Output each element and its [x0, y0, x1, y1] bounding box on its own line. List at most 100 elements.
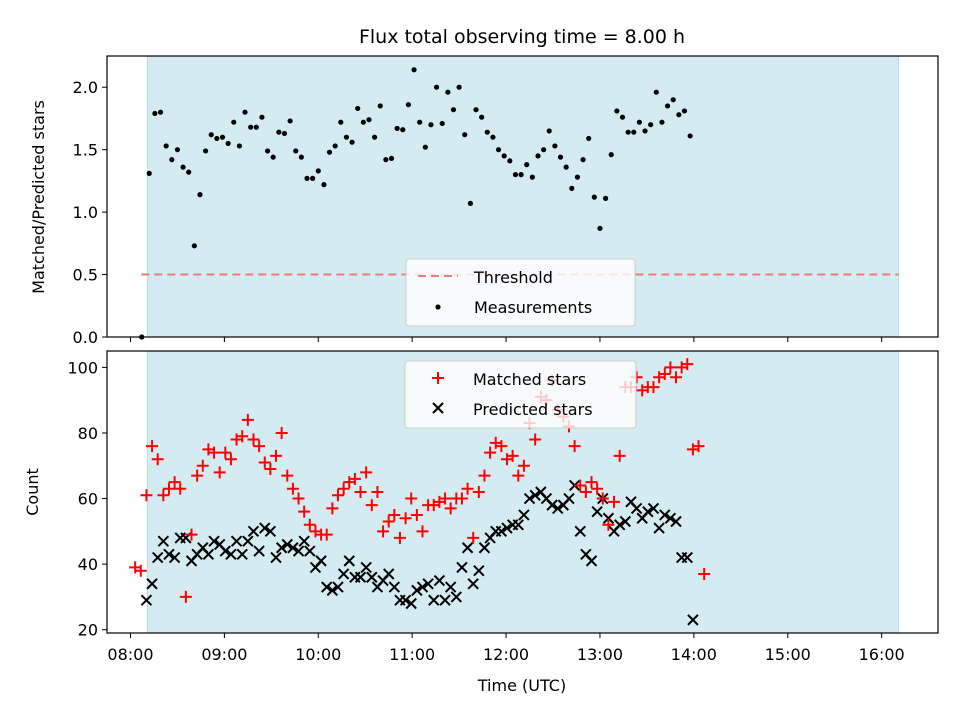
x-tick-label: 11:00	[389, 645, 435, 664]
matched-star-point	[585, 476, 598, 489]
matched-star-point	[360, 466, 373, 479]
measurement-point	[574, 174, 581, 180]
measurement-point	[552, 143, 558, 149]
measurement-point	[614, 108, 620, 114]
predicted-star-point	[523, 492, 536, 505]
matched-star-point	[371, 486, 384, 498]
top-panel: 0.00.51.01.52.0 Matched/Predicted stars …	[29, 55, 939, 347]
matched-star-point	[292, 492, 305, 505]
top-plot-frame	[106, 55, 939, 338]
legend-measurements-label: Measurements	[474, 298, 592, 317]
predicted-star-points	[140, 479, 699, 626]
top-y-axis-ticks: 0.0 0.5 1.0 1.5 2.0	[73, 78, 107, 347]
predicted-star-point	[354, 571, 367, 583]
measurement-point	[580, 157, 586, 163]
matched-star-point	[692, 440, 705, 453]
measurement-point	[512, 172, 519, 178]
predicted-star-point	[388, 581, 401, 593]
y-tick-label: 80	[78, 424, 98, 443]
matched-star-point	[179, 590, 192, 603]
bottom-legend-box	[404, 360, 637, 429]
legend-matched-swatch	[432, 372, 444, 384]
predicted-star-point	[382, 568, 395, 580]
measurement-point	[321, 182, 327, 188]
matched-star-point	[348, 472, 361, 485]
matched-star-point	[286, 482, 299, 495]
measurement-point	[231, 119, 237, 125]
measurement-point	[529, 174, 535, 180]
predicted-star-point	[670, 515, 682, 528]
top-legend: Threshold Measurements	[405, 258, 636, 327]
y-tick-label: 40	[78, 555, 98, 574]
bottom-y-axis-ticks: 20 40 60 80 100	[67, 358, 107, 640]
y-tick-label: 0.0	[73, 328, 98, 347]
predicted-star-point	[687, 614, 699, 626]
predicted-star-point	[552, 502, 564, 515]
predicted-star-point	[163, 548, 175, 561]
measurement-point	[276, 129, 282, 135]
predicted-star-point	[230, 535, 243, 547]
predicted-star-point	[664, 512, 677, 524]
x-tick-label: 10:00	[295, 645, 341, 664]
predicted-star-point	[168, 551, 181, 564]
measurement-point	[619, 114, 626, 120]
predicted-star-point	[405, 597, 417, 610]
matched-star-point	[162, 482, 175, 495]
x-tick-label: 15:00	[765, 645, 811, 664]
measurement-point	[445, 89, 451, 95]
predicted-star-point	[529, 489, 541, 501]
matched-star-point	[354, 486, 367, 498]
legend-predicted-label: Predicted stars	[473, 400, 593, 419]
predicted-star-point	[433, 574, 446, 587]
predicted-star-point	[428, 594, 440, 606]
measurement-point	[383, 157, 389, 163]
predicted-star-point	[630, 502, 643, 515]
measurement-point	[603, 195, 609, 201]
matched-star-point	[281, 469, 294, 482]
predicted-star-point	[360, 561, 372, 574]
matched-star-point	[191, 469, 204, 482]
x-tick-label: 12:00	[483, 645, 529, 664]
predicted-star-point	[292, 545, 305, 557]
matched-star-point	[298, 505, 311, 518]
predicted-star-point	[343, 555, 355, 567]
measurement-point	[405, 102, 412, 108]
matched-star-point	[512, 469, 525, 482]
matched-star-point	[146, 440, 159, 453]
matched-star-point	[698, 567, 711, 580]
measurement-point	[253, 124, 259, 130]
predicted-star-point	[326, 584, 339, 597]
matched-star-point	[405, 492, 418, 505]
matched-star-point	[224, 453, 237, 466]
predicted-star-point	[236, 548, 248, 561]
predicted-star-point	[659, 509, 671, 521]
matched-star-point	[241, 413, 254, 426]
y-tick-label: 20	[78, 621, 98, 640]
measurement-point	[264, 148, 271, 154]
measurement-point	[202, 148, 209, 154]
measurement-point	[501, 153, 507, 159]
matched-star-point	[208, 446, 221, 459]
measurement-point	[197, 192, 203, 198]
measurement-point	[310, 175, 316, 181]
predicted-star-point	[478, 542, 491, 554]
measurement-point	[214, 135, 220, 142]
matched-star-point	[219, 446, 232, 459]
predicted-star-point	[281, 538, 293, 551]
matched-star-point	[596, 492, 609, 505]
measurement-point	[259, 114, 265, 120]
predicted-star-point	[653, 522, 665, 534]
measurement-point	[349, 139, 355, 145]
measurement-point	[191, 243, 197, 249]
measurement-point	[676, 112, 682, 118]
measurement-point	[608, 152, 614, 158]
predicted-star-point	[591, 505, 603, 518]
matched-star-point	[484, 446, 497, 459]
chart-title: Flux total observing time = 8.00 h	[359, 26, 685, 48]
predicted-star-point	[315, 555, 327, 567]
predicted-star-point	[321, 581, 333, 593]
matched-star-point	[681, 358, 694, 371]
measurement-point	[326, 149, 333, 155]
predicted-star-point	[647, 502, 660, 515]
matched-star-point	[303, 518, 316, 531]
